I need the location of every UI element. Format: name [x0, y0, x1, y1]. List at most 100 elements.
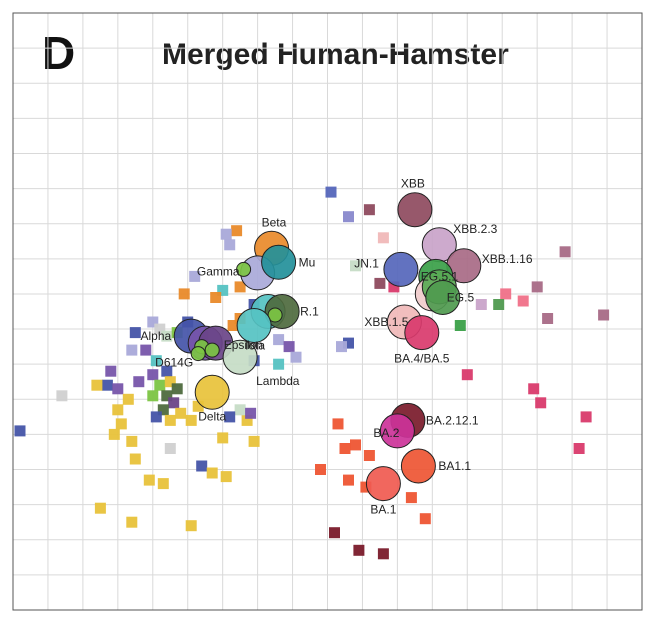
antigen-label: BA1.1: [438, 459, 471, 473]
antigen-label: BA.4/BA.5: [394, 352, 450, 366]
antigen-label: JN.1: [354, 256, 379, 270]
serum-square: [227, 320, 239, 331]
antigen-circle: [379, 413, 415, 449]
serum-square: [353, 544, 365, 556]
serum-square: [140, 344, 152, 356]
serum-square: [189, 270, 201, 282]
serum-square: [388, 281, 400, 293]
serum-square: [192, 400, 204, 412]
antigen-circle: [425, 280, 461, 315]
serum-square: [332, 418, 344, 430]
serum-square: [147, 316, 159, 328]
serum-square: [210, 292, 222, 303]
serum-square: [112, 383, 124, 395]
serum-square: [217, 284, 229, 296]
serum-square: [157, 478, 169, 490]
serum-square: [129, 453, 141, 465]
antigen-circle: [222, 339, 258, 375]
antigen-label: Lambda: [256, 374, 300, 388]
serum-square: [108, 428, 120, 440]
serum-square: [343, 474, 354, 486]
serum-square: [273, 358, 285, 370]
antigen-circle: [190, 346, 206, 362]
serum-square: [559, 246, 571, 258]
serum-square: [360, 481, 372, 493]
plot-frame: [12, 12, 643, 611]
serum-square: [196, 460, 208, 472]
serum-square: [122, 393, 134, 405]
antigen-circle: [236, 308, 272, 343]
serum-square: [231, 225, 243, 237]
antigen-circle: [204, 342, 220, 358]
serum-square: [325, 186, 337, 198]
antigen-label: Gamma: [197, 264, 240, 278]
serum-square: [598, 309, 610, 321]
serum-square: [164, 376, 176, 388]
serum-square: [147, 390, 159, 402]
serum-square: [234, 281, 246, 293]
antigen-circle: [404, 315, 440, 351]
serum-square: [154, 323, 166, 335]
serum-square: [290, 351, 302, 363]
serum-square: [112, 404, 124, 416]
serum-square: [161, 390, 173, 402]
serum-square: [374, 277, 386, 289]
serum-square: [217, 432, 229, 444]
serum-square: [329, 527, 340, 539]
serum-square: [339, 443, 351, 454]
antigen-circle: [261, 244, 297, 280]
serum-square: [454, 320, 466, 331]
antigen-label: D614G: [155, 356, 193, 370]
antigen-label: XBB.1.16: [482, 252, 533, 266]
serum-square: [133, 376, 145, 388]
antigen-circle: [383, 251, 419, 287]
serum-square: [129, 327, 141, 339]
serum-square: [405, 492, 417, 504]
serum-square: [143, 474, 155, 486]
antigen-label: R.1: [300, 305, 319, 319]
antigen-label: Alpha: [140, 329, 171, 343]
serum-square: [363, 204, 375, 216]
serum-square: [542, 313, 554, 324]
grid-lines: [13, 13, 642, 610]
antigen-circle: [397, 192, 433, 228]
serum-square: [164, 414, 176, 426]
serum-square: [224, 411, 236, 423]
serum-square: [115, 418, 127, 430]
serum-square: [126, 516, 138, 528]
chart-title: Merged Human-Hamster: [162, 38, 509, 71]
serum-square: [580, 411, 592, 423]
serum-square: [91, 379, 103, 391]
serum-square: [154, 379, 166, 391]
serum-square: [573, 443, 585, 454]
serum-square: [126, 435, 138, 447]
antigen-circle: [400, 448, 436, 484]
serum-square: [171, 383, 183, 395]
serum-square: [241, 414, 253, 426]
serum-square: [206, 467, 218, 479]
antigen-label: EG.5.1: [421, 269, 459, 283]
antigen-label: BA.2: [373, 426, 399, 440]
antigen-label: XBB: [401, 177, 425, 191]
serum-square: [105, 365, 117, 377]
serum-square: [101, 379, 113, 391]
serum-square: [164, 443, 176, 454]
serum-square: [500, 288, 512, 300]
antigen-label: Mu: [299, 255, 316, 269]
antigen-label: XBB.2.3: [453, 222, 497, 236]
serum-square: [14, 425, 26, 437]
serum-square: [161, 330, 173, 342]
serum-square: [185, 414, 197, 426]
serum-square: [245, 407, 257, 419]
serum-square: [517, 295, 529, 307]
serum-square: [126, 344, 138, 356]
serum-square: [461, 369, 473, 381]
antigen-circle: [365, 466, 401, 502]
serum-square: [157, 404, 169, 416]
antigen-label: BA.1: [370, 503, 396, 517]
serum-square: [94, 502, 106, 514]
serum-square: [161, 365, 173, 377]
antigen-label: XBB.1.5: [364, 315, 408, 329]
serum-square: [150, 355, 162, 367]
